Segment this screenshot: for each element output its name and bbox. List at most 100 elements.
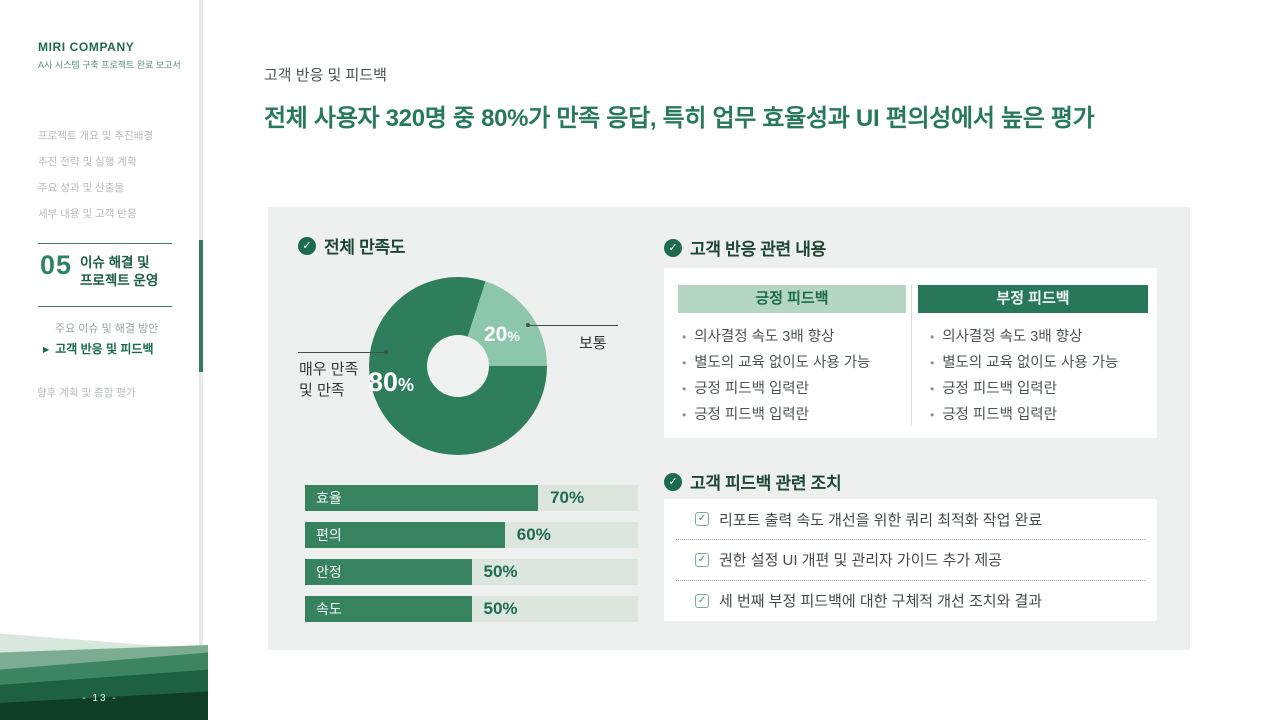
action-text: 리포트 출력 속도 개선을 위한 쿼리 최적화 작업 완료 [719, 511, 1043, 529]
bullet-icon: • [930, 382, 935, 396]
positive-feedback-header: 긍정 피드백 [678, 285, 906, 313]
brand-block: MIRI COMPANY A사 시스템 구축 프로젝트 완료 보고서 [38, 40, 181, 71]
bar-value-label: 70% [550, 488, 585, 507]
bar-row: 효율 70% [305, 485, 638, 511]
negative-feedback-header: 부정 피드백 [918, 285, 1148, 313]
list-item: • 별도의 교육 없이도 사용 가능 [930, 350, 1118, 376]
list-item-text: 긍정 피드백 입력란 [694, 381, 809, 397]
slide-eyebrow: 고객 반응 및 피드백 [264, 67, 387, 84]
bar-category-label: 편의 [316, 527, 342, 543]
list-item-text: 별도의 교육 없이도 사용 가능 [694, 355, 871, 371]
report-subtitle: A사 시스템 구축 프로젝트 완료 보고서 [38, 60, 181, 70]
feedback-card: 긍정 피드백 부정 피드백 • 의사결정 속도 3배 향상 • 별도의 교육 없이도… [664, 268, 1157, 438]
toc-subitem-current: ▶ 고객 반응 및 피드백 [43, 340, 153, 357]
negative-feedback-list: • 의사결정 속도 3배 향상 • 별도의 교육 없이도 사용 가능 • 긍정 피드백… [930, 324, 1118, 428]
list-item-text: 긍정 피드백 입력란 [942, 407, 1057, 423]
satisfaction-title-text: 전체 만족도 [324, 238, 406, 257]
bar-row: 안정 50% [305, 559, 638, 585]
bar-category-label: 안정 [316, 564, 342, 580]
toc-subitem-issues: 주요 이슈 및 해결 방안 [55, 323, 159, 335]
check-circle-icon: ✓ [664, 238, 682, 257]
list-item-text: 긍정 피드백 입력란 [694, 407, 809, 423]
section-divider-top [38, 243, 172, 244]
list-item: • 긍정 피드백 입력란 [930, 376, 1118, 402]
decorative-footer-art: - 13 - [0, 625, 208, 720]
toc-item-next-section: 향후 계획 및 종합 평가 [37, 387, 136, 399]
callout-line-left [298, 350, 388, 354]
bullet-icon: • [930, 356, 935, 370]
check-circle-icon: ✓ [664, 472, 682, 491]
toc-item-4: 세부 내용 및 고객 반응 [38, 208, 137, 220]
table-of-contents: 프로젝트 개요 및 추진배경 추진 전략 및 실행 계획 주요 성과 및 산출물… [38, 131, 153, 235]
list-item: • 긍정 피드백 입력란 [682, 402, 870, 428]
bar-row: 속도 50% [305, 596, 638, 622]
bar-value-label: 50% [483, 599, 518, 618]
bullet-icon: • [682, 330, 687, 344]
donut-20-value: 20 [484, 323, 508, 346]
action-row: ✓ 세 번째 부정 피드백에 대한 구체적 개선 조치와 결과 [676, 580, 1145, 620]
bullet-icon: • [682, 356, 687, 370]
feedback-title-text: 고객 반응 관련 내용 [690, 240, 826, 259]
list-item-text: 별도의 교육 없이도 사용 가능 [942, 355, 1119, 371]
satisfaction-donut [369, 277, 547, 455]
callout-line-right [526, 323, 618, 327]
list-item: • 의사결정 속도 3배 향상 [930, 324, 1118, 350]
donut-80-value: 80 [368, 367, 399, 397]
section-number: 05 [40, 250, 73, 280]
satisfaction-section-title: ✓ 전체 만족도 [298, 233, 405, 258]
check-circle-icon: ✓ [298, 236, 316, 255]
bar-fill [305, 485, 539, 511]
bar-value-label: 60% [516, 525, 551, 544]
action-row: ✓ 리포트 출력 속도 개선을 위한 쿼리 최적화 작업 완료 [676, 499, 1145, 539]
list-item-text: 의사결정 속도 3배 향상 [942, 329, 1083, 345]
list-item-text: 긍정 피드백 입력란 [942, 381, 1057, 397]
callout-label-neutral: 보통 [579, 335, 607, 352]
feedback-section-title: ✓ 고객 반응 관련 내용 [664, 235, 826, 260]
content-panel: ✓ 전체 만족도 80% 20% 매우 만족 및 만족 보통 효율 70% 편의… [268, 207, 1190, 650]
list-item-text: 의사결정 속도 3배 향상 [694, 329, 835, 345]
bullet-icon: • [682, 382, 687, 396]
sidebar-rail-active-segment [199, 240, 203, 372]
actions-title-text: 고객 피드백 관련 조치 [690, 474, 842, 493]
slide-headline: 전체 사용자 320명 중 80%가 만족 응답, 특히 업무 효율성과 UI … [264, 105, 1095, 132]
list-item: • 긍정 피드백 입력란 [930, 402, 1118, 428]
callout-label-satisfied: 매우 만족 및 만족 [299, 359, 358, 401]
list-item: • 의사결정 속도 3배 향상 [682, 324, 870, 350]
toc-subitem-current-label: 고객 반응 및 피드백 [55, 342, 154, 356]
callout-satisfied-line1: 매우 만족 [299, 361, 359, 378]
checkbox-icon: ✓ [695, 593, 709, 608]
bullet-icon: • [930, 330, 935, 344]
actions-card: ✓ 리포트 출력 속도 개선을 위한 쿼리 최적화 작업 완료 ✓ 권한 설정 … [664, 499, 1157, 621]
action-text: 세 번째 부정 피드백에 대한 구체적 개선 조치와 결과 [719, 593, 1043, 610]
section-divider-bottom [38, 306, 172, 307]
page-number: - 13 - [82, 693, 118, 704]
donut-20-unit: % [507, 328, 520, 344]
list-item: • 긍정 피드백 입력란 [682, 376, 870, 402]
section-title-line2: 프로젝트 운영 [80, 273, 159, 288]
bar-fill [305, 596, 472, 622]
feedback-column-divider [911, 285, 912, 425]
checkbox-icon: ✓ [695, 552, 709, 567]
actions-section-title: ✓ 고객 피드백 관련 조치 [664, 469, 842, 494]
donut-80-unit: % [398, 375, 415, 395]
toc-item-2: 추진 전략 및 실행 계획 [38, 156, 137, 168]
toc-item-3: 주요 성과 및 산출물 [38, 182, 125, 194]
toc-item-1: 프로젝트 개요 및 추진배경 [38, 130, 154, 142]
callout-satisfied-line2: 및 만족 [299, 382, 345, 399]
bar-category-label: 효율 [316, 490, 342, 506]
checkbox-icon: ✓ [695, 512, 709, 526]
action-text: 권한 설정 UI 개편 및 관리자 가이드 추가 제공 [719, 552, 1002, 569]
bar-fill [305, 522, 505, 548]
donut-label-80: 80% [368, 367, 414, 398]
action-row: ✓ 권한 설정 UI 개편 및 관리자 가이드 추가 제공 [676, 539, 1145, 579]
bar-category-label: 속도 [316, 601, 342, 617]
bullet-icon: • [930, 408, 935, 422]
bullet-icon: • [682, 408, 687, 422]
section-title-line1: 이슈 해결 및 [80, 255, 150, 270]
section-title: 이슈 해결 및 프로젝트 운영 [80, 254, 158, 290]
company-name: MIRI COMPANY [38, 40, 135, 54]
list-item: • 별도의 교육 없이도 사용 가능 [682, 350, 870, 376]
sidebar: MIRI COMPANY A사 시스템 구축 프로젝트 완료 보고서 프로젝트 … [0, 0, 208, 720]
positive-feedback-list: • 의사결정 속도 3배 향상 • 별도의 교육 없이도 사용 가능 • 긍정 피드백… [682, 324, 870, 428]
